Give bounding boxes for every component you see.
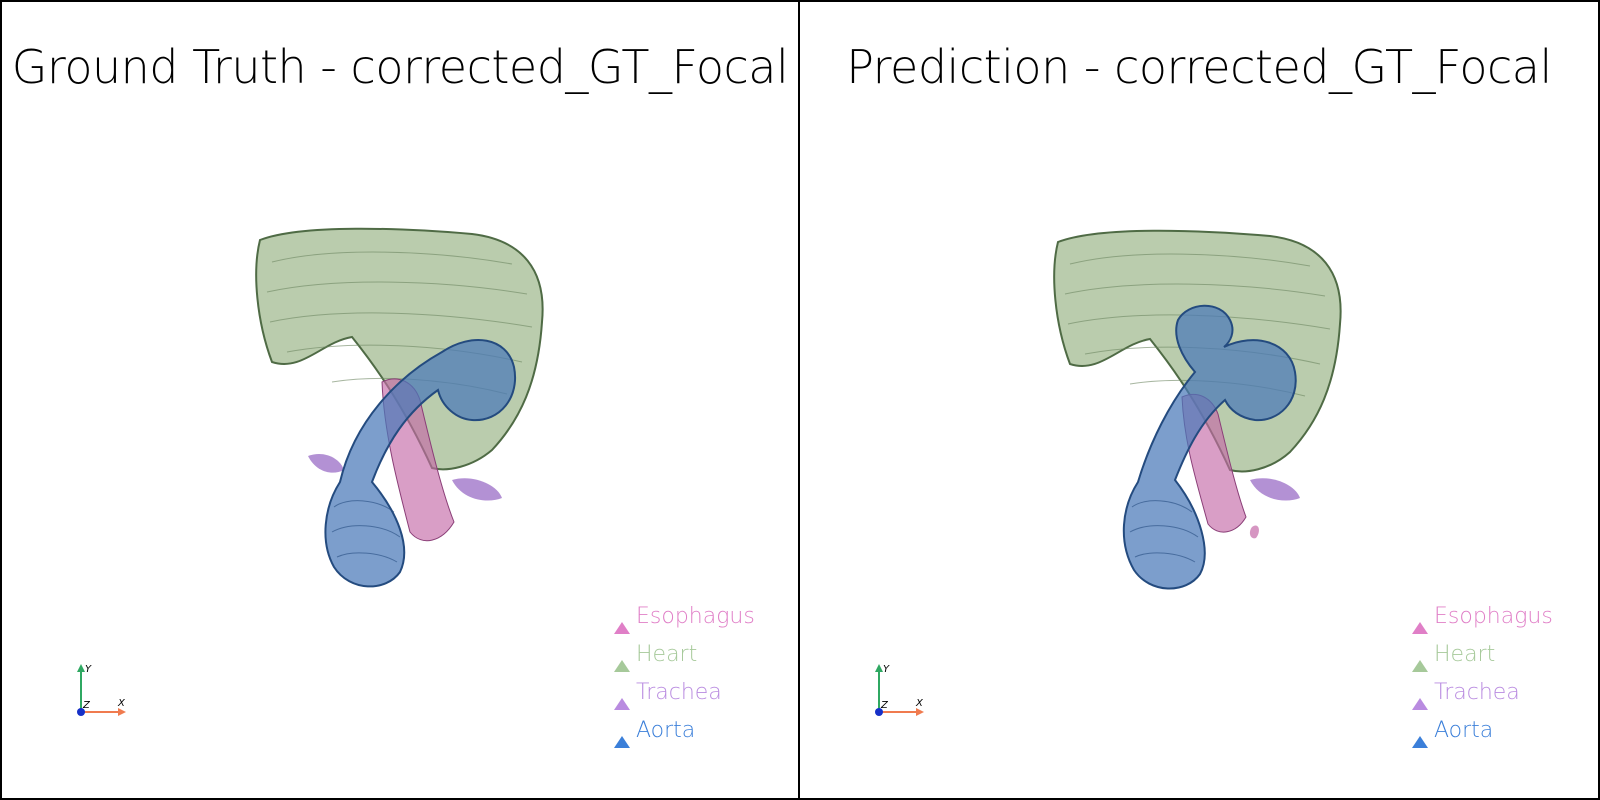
- triangle-marker-icon: [614, 736, 630, 748]
- triangle-marker-icon: [1412, 698, 1428, 710]
- axis-label-x: X: [915, 698, 924, 709]
- legend-label: Aorta: [636, 718, 696, 743]
- ground-truth-panel[interactable]: Ground Truth - corrected_GT_Focal Esopha…: [0, 0, 800, 800]
- legend-label: Esophagus: [636, 604, 755, 629]
- aorta-mesh: [324, 339, 517, 588]
- panel-title: Ground Truth - corrected_GT_Focal: [11, 40, 789, 94]
- trachea-mesh: [1249, 478, 1300, 539]
- legend-label: Aorta: [1434, 718, 1494, 743]
- triangle-marker-icon: [1412, 660, 1428, 672]
- panel-title: Prediction - corrected_GT_Focal: [846, 40, 1552, 94]
- legend-label: Trachea: [1434, 680, 1520, 705]
- legend-label: Esophagus: [1434, 604, 1553, 629]
- axis-label-y: Y: [883, 664, 890, 675]
- triangle-marker-icon: [614, 660, 630, 672]
- triangle-marker-icon: [614, 698, 630, 710]
- legend-label: Heart: [1434, 642, 1496, 667]
- legend-label: Trachea: [636, 680, 722, 705]
- legend-label: Heart: [636, 642, 698, 667]
- orientation-axes-icon: Y Z X: [875, 664, 924, 716]
- axis-label-x: X: [117, 698, 126, 709]
- aorta-mesh: [1122, 304, 1297, 590]
- axis-label-z: Z: [82, 700, 91, 711]
- axis-label-y: Y: [85, 664, 92, 675]
- triangle-marker-icon: [614, 622, 630, 634]
- ground-truth-3d-render[interactable]: [2, 2, 800, 800]
- trachea-mesh: [308, 453, 502, 501]
- triangle-marker-icon: [1412, 622, 1428, 634]
- prediction-panel[interactable]: Prediction - corrected_GT_Focal Esophagu…: [800, 0, 1600, 800]
- triangle-marker-icon: [1412, 736, 1428, 748]
- axis-label-z: Z: [880, 700, 889, 711]
- prediction-3d-render[interactable]: [800, 2, 1600, 800]
- orientation-axes-icon: Y Z X: [77, 664, 126, 716]
